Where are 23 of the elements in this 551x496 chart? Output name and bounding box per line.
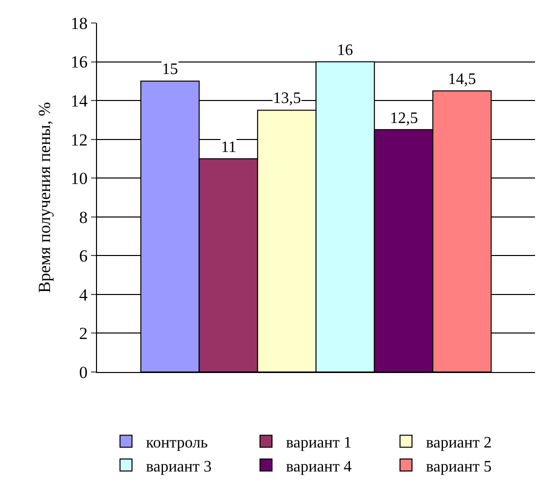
y-tick-label: 4 xyxy=(79,285,88,304)
data-label: 16 xyxy=(337,42,353,59)
data-label: 14,5 xyxy=(448,71,476,88)
y-tick-label: 14 xyxy=(70,92,88,111)
legend-label: вариант 1 xyxy=(286,434,352,452)
legend-label: контроль xyxy=(146,434,208,452)
legend-label: вариант 3 xyxy=(146,458,212,476)
y-tick-label: 10 xyxy=(70,169,88,188)
legend-label: вариант 2 xyxy=(426,434,492,452)
data-label: 13,5 xyxy=(273,90,301,107)
data-label: 11 xyxy=(221,139,236,156)
y-tick-label: 18 xyxy=(70,14,88,33)
legend-label: вариант 5 xyxy=(426,458,492,476)
legend-label: вариант 4 xyxy=(286,458,352,476)
y-tick-label: 6 xyxy=(79,246,88,266)
data-label: 15 xyxy=(162,61,178,78)
y-tick-label: 12 xyxy=(70,130,88,150)
y-tick-label: 2 xyxy=(79,324,88,344)
data-label: 12,5 xyxy=(390,110,418,127)
y-tick-label: 8 xyxy=(79,208,88,227)
y-tick-label: 16 xyxy=(70,52,88,72)
y-axis-title: Время получения пены, % xyxy=(35,102,54,293)
y-tick-label: 0 xyxy=(79,362,88,382)
